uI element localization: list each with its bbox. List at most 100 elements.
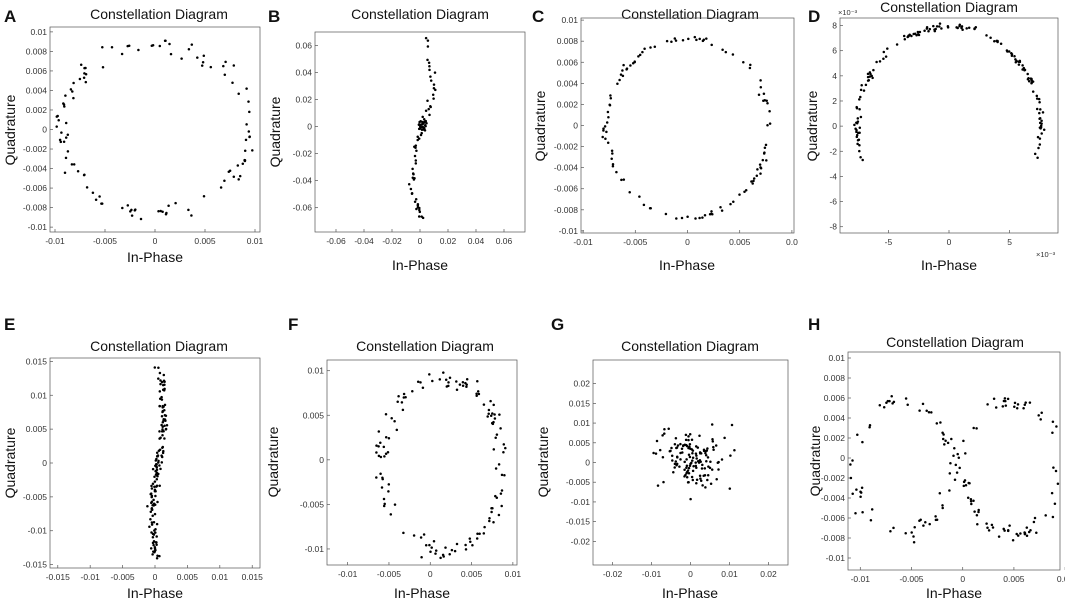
constellation-point: [158, 448, 162, 452]
constellation-point: [153, 545, 157, 549]
constellation-point: [455, 380, 458, 383]
constellation-point: [928, 522, 931, 526]
constellation-point: [59, 140, 63, 144]
x-axis-label: In-Phase: [394, 585, 450, 601]
constellation-point: [450, 548, 454, 552]
constellation-point: [868, 426, 871, 429]
x-tick-label: -0.01: [80, 572, 100, 582]
constellation-point: [174, 201, 177, 205]
constellation-point: [674, 437, 678, 440]
constellation-point: [163, 403, 167, 407]
constellation-point: [200, 64, 204, 67]
constellation-point: [161, 434, 164, 437]
constellation-point: [55, 115, 59, 118]
constellation-point: [402, 392, 406, 396]
constellation-point: [151, 467, 155, 471]
constellation-point: [629, 64, 632, 67]
constellation-point: [377, 430, 381, 433]
constellation-point: [685, 458, 688, 461]
y-tick-label: 0: [573, 121, 578, 131]
constellation-point: [705, 37, 708, 40]
x-tick-label: -0.01: [338, 569, 358, 579]
constellation-point: [154, 469, 157, 473]
constellation-point: [482, 532, 486, 535]
y-tick-label: 8: [832, 21, 837, 31]
constellation-point: [227, 170, 231, 173]
constellation-point: [232, 175, 236, 178]
x-tick-label: 0.005: [729, 237, 751, 247]
panel-c: C Constellation Diagram -0.01 -0.005 0 0.005 0…: [532, 6, 798, 273]
constellation-point: [149, 510, 153, 514]
constellation-point: [854, 511, 857, 515]
constellation-point: [410, 192, 414, 195]
constellation-point: [860, 83, 863, 87]
constellation-point: [744, 188, 748, 192]
constellation-point: [702, 474, 705, 478]
constellation-point: [412, 534, 416, 537]
constellation-point: [1004, 399, 1007, 403]
constellation-point: [1038, 116, 1042, 120]
constellation-point: [986, 403, 989, 406]
constellation-point: [670, 446, 673, 450]
constellation-point: [1038, 111, 1041, 115]
y-tick-label: 0.06: [295, 41, 312, 51]
constellation-point: [689, 447, 692, 450]
constellation-point: [421, 115, 424, 119]
constellation-point: [859, 495, 862, 499]
constellation-point: [447, 381, 450, 384]
constellation-point: [487, 408, 491, 412]
constellation-point: [671, 459, 674, 462]
constellation-point: [890, 394, 893, 398]
constellation-point: [705, 449, 709, 452]
y-axis-label: Quadrature: [804, 90, 820, 161]
constellation-point: [684, 473, 687, 477]
constellation-point: [1015, 406, 1019, 410]
constellation-point: [432, 97, 435, 100]
y-axis-label: Quadrature: [807, 425, 823, 496]
constellation-point: [419, 381, 422, 384]
constellation-point: [902, 34, 906, 38]
constellation-point: [415, 149, 418, 152]
y-tick-label: 0.01: [561, 15, 578, 25]
plot-frame: [314, 31, 526, 233]
constellation-point: [665, 39, 669, 43]
constellation-point: [434, 549, 438, 552]
constellation-point: [153, 512, 157, 516]
constellation-point: [676, 456, 679, 459]
constellation-point: [386, 451, 390, 454]
constellation-point: [605, 121, 609, 124]
constellation-point: [190, 214, 193, 217]
chart-title: Constellation Diagram: [886, 334, 1024, 350]
constellation-point: [162, 379, 166, 383]
y-tick-label: -0.01: [28, 526, 48, 536]
constellation-point: [1027, 530, 1031, 534]
y-tick-label: 0: [319, 455, 324, 465]
constellation-point: [973, 27, 976, 30]
constellation-point: [699, 452, 703, 455]
constellation-point: [903, 38, 907, 41]
constellation-point: [851, 492, 854, 495]
constellation-point: [482, 403, 486, 406]
y-axis-label: Quadrature: [265, 426, 281, 497]
constellation-point: [245, 87, 248, 90]
constellation-point: [991, 526, 995, 529]
constellation-point: [855, 106, 859, 110]
constellation-point: [948, 472, 952, 475]
constellation-point: [989, 36, 992, 40]
constellation-point: [858, 98, 861, 101]
constellation-point: [375, 451, 378, 454]
constellation-point: [164, 419, 167, 423]
constellation-point: [661, 434, 664, 437]
panel-letter: G: [551, 315, 564, 334]
constellation-point: [706, 456, 710, 459]
constellation-point: [169, 52, 173, 56]
plot-frame: [49, 357, 261, 569]
constellation-point: [155, 543, 158, 546]
constellation-point: [699, 477, 702, 480]
constellation-point: [615, 170, 618, 174]
constellation-point: [889, 530, 892, 533]
constellation-point: [57, 119, 60, 122]
constellation-point: [163, 437, 166, 440]
constellation-point: [648, 206, 652, 210]
constellation-point: [382, 497, 386, 501]
